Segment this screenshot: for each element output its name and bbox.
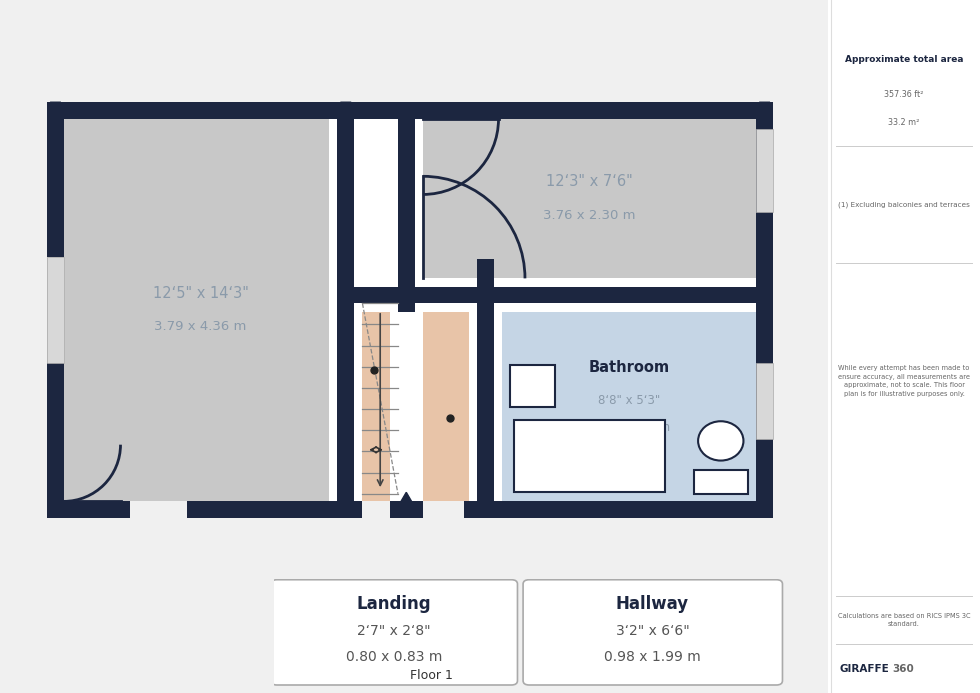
Text: 360: 360	[892, 664, 913, 674]
Text: 3‘2" x 6‘6": 3‘2" x 6‘6"	[615, 624, 689, 638]
Polygon shape	[64, 505, 77, 515]
Text: 33.2 m²: 33.2 m²	[888, 118, 920, 127]
Text: 12‘5" x 14‘3": 12‘5" x 14‘3"	[153, 286, 249, 301]
Polygon shape	[340, 102, 351, 112]
Text: 0.98 x 1.99 m: 0.98 x 1.99 m	[604, 650, 701, 664]
Bar	[757, 102, 773, 518]
Bar	[47, 257, 64, 363]
Polygon shape	[340, 492, 351, 502]
Ellipse shape	[698, 421, 744, 461]
Bar	[346, 287, 407, 304]
Text: 2.65 x 1.62 m: 2.65 x 1.62 m	[588, 421, 670, 435]
Bar	[757, 363, 773, 439]
Text: 357.36 ft²: 357.36 ft²	[884, 90, 924, 99]
Polygon shape	[743, 290, 757, 300]
Polygon shape	[50, 102, 61, 112]
Bar	[510, 365, 556, 407]
Bar	[47, 102, 64, 518]
Polygon shape	[760, 102, 770, 112]
Text: (1) Excluding balconies and terraces: (1) Excluding balconies and terraces	[838, 201, 970, 208]
Text: Bathroom: Bathroom	[589, 360, 670, 375]
Bar	[337, 102, 354, 518]
Bar	[47, 257, 64, 363]
Polygon shape	[480, 492, 491, 502]
Text: Landing: Landing	[357, 595, 431, 613]
Text: 3.79 x 4.36 m: 3.79 x 4.36 m	[155, 320, 247, 333]
Polygon shape	[50, 492, 61, 502]
Bar	[423, 502, 465, 518]
Bar	[423, 312, 469, 502]
Bar	[47, 502, 773, 518]
Bar	[423, 119, 757, 279]
Bar	[47, 102, 773, 119]
Text: Hallway: Hallway	[616, 595, 689, 613]
Bar	[398, 102, 415, 312]
Bar	[757, 129, 773, 212]
Text: 3.76 x 2.30 m: 3.76 x 2.30 m	[543, 209, 636, 222]
Polygon shape	[401, 492, 412, 502]
Bar	[503, 312, 757, 502]
Text: Floor 1: Floor 1	[410, 669, 453, 682]
Bar	[390, 287, 773, 304]
Text: 0.80 x 0.83 m: 0.80 x 0.83 m	[346, 650, 442, 664]
Bar	[514, 421, 664, 492]
Bar	[130, 502, 187, 518]
Bar	[694, 470, 748, 494]
Text: Calculations are based on RICS IPMS 3C
standard.: Calculations are based on RICS IPMS 3C s…	[838, 613, 970, 627]
FancyBboxPatch shape	[523, 580, 782, 685]
Text: GIRAFFE: GIRAFFE	[839, 664, 889, 674]
Bar	[363, 502, 390, 518]
Polygon shape	[760, 492, 770, 502]
Text: Approximate total area: Approximate total area	[845, 55, 963, 64]
Text: 12‘3" x 7‘6": 12‘3" x 7‘6"	[546, 175, 633, 189]
FancyBboxPatch shape	[270, 580, 517, 685]
Bar	[477, 259, 494, 518]
Text: 8‘8" x 5‘3": 8‘8" x 5‘3"	[598, 394, 661, 407]
Bar	[363, 312, 390, 502]
Text: While every attempt has been made to
ensure accuracy, all measurements are
appro: While every attempt has been made to ens…	[838, 365, 970, 397]
Text: 2‘7" x 2‘8": 2‘7" x 2‘8"	[358, 624, 431, 638]
Bar	[363, 119, 390, 295]
Bar	[64, 119, 329, 502]
